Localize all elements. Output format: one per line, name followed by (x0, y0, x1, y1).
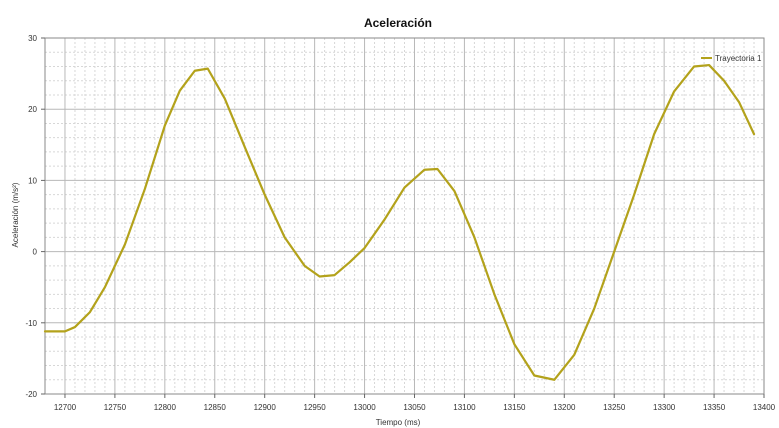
grid-layer (45, 37, 765, 395)
x-tick-label: 13000 (353, 403, 376, 412)
x-tick-label: 13200 (553, 403, 576, 412)
chart-title: Aceleración (364, 16, 432, 30)
y-tick-label: -10 (25, 319, 37, 328)
plot-frame (44, 37, 765, 395)
x-tick-label: 12800 (154, 403, 177, 412)
series-layer (43, 63, 756, 381)
legend-item-label: Trayectoria 1 (715, 54, 762, 63)
x-tick-label: 12700 (54, 403, 77, 412)
y-tick-label: 10 (28, 176, 37, 185)
x-tick-label: 13100 (453, 403, 476, 412)
x-axis-label: Tiempo (ms) (376, 418, 421, 427)
x-tick-label: 13400 (753, 403, 776, 412)
series-line-trayectoria-1 (43, 63, 756, 381)
x-tick-label: 13050 (403, 403, 426, 412)
tick-layer: 12700 12750 12800 12850 12900 12950 13000 13050… (25, 34, 775, 412)
y-tick-label: -20 (25, 390, 37, 399)
x-tick-label: 13250 (603, 403, 626, 412)
x-tick-label: 12950 (304, 403, 327, 412)
x-tick-label: 12850 (204, 403, 227, 412)
y-tick-label: 0 (33, 248, 38, 257)
y-axis-label: Aceleración (m/s²) (11, 182, 20, 247)
x-tick-label: 13350 (703, 403, 726, 412)
x-tick-label: 13300 (653, 403, 676, 412)
x-tick-label: 12750 (104, 403, 127, 412)
x-tick-label: 12900 (254, 403, 277, 412)
legend: Trayectoria 1 (701, 54, 762, 63)
y-tick-label: 20 (28, 105, 37, 114)
x-tick-label: 13150 (503, 403, 526, 412)
y-tick-label: 30 (28, 34, 37, 43)
